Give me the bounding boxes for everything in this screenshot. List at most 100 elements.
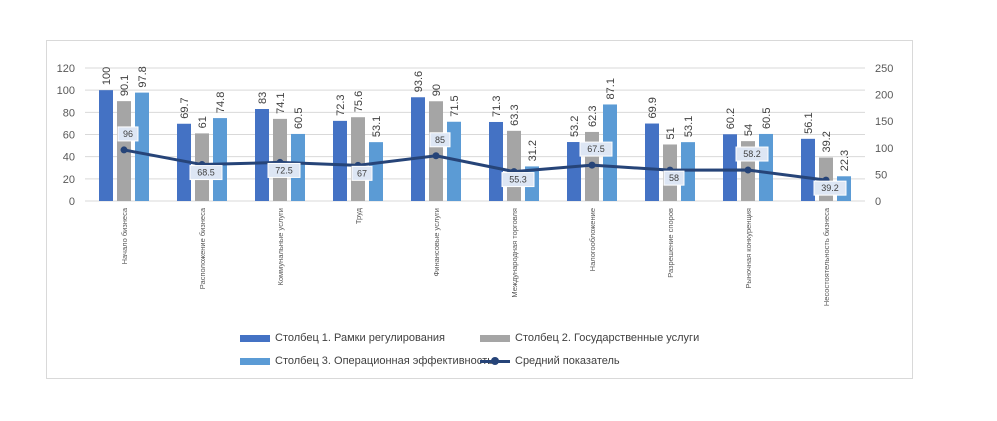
line-data-label: 58 [669, 173, 679, 183]
right-axis-tick-label: 200 [875, 90, 893, 102]
line-point [744, 166, 752, 174]
bar-3 [135, 92, 149, 201]
legend-label: Столбец 1. Рамки регулирования [275, 332, 446, 344]
line-data-label-box [663, 170, 685, 186]
bar-data-label: 61 [197, 116, 209, 128]
bar-data-label: 54 [743, 124, 755, 136]
bar-data-label: 74.1 [275, 92, 287, 113]
bar-1 [99, 90, 113, 201]
bar-data-label: 90 [431, 84, 443, 96]
bar-data-label: 22.3 [839, 150, 851, 171]
line-data-label: 96 [123, 129, 133, 139]
bar-data-label: 53.1 [371, 116, 383, 137]
bar-data-label: 60.5 [293, 108, 305, 129]
line-point [588, 161, 596, 169]
legend-item-series-1: Столбец 1. Рамки регулирования [240, 332, 445, 344]
left-axis-tick-label: 60 [63, 130, 75, 142]
legend-label: Столбец 2. Государственные услуги [515, 332, 700, 344]
category-label: Международная торговля [510, 208, 519, 298]
bar-data-label: 83 [257, 92, 269, 104]
category-label: Коммунальные услуги [276, 208, 285, 286]
bar-1 [567, 142, 581, 201]
legend-item-series-3: Столбец 3. Операционная эффективность [240, 355, 493, 367]
category-label: Налогообложение [588, 208, 597, 271]
line-data-label: 39.2 [821, 183, 839, 193]
line-point [120, 146, 128, 154]
bar-data-label: 69.9 [647, 97, 659, 118]
left-axis-tick-label: 80 [63, 107, 75, 119]
bar-1 [255, 109, 269, 201]
line-data-label: 67 [357, 168, 367, 178]
line-data-label-box [813, 180, 847, 196]
left-axis-tick-label: 120 [57, 63, 75, 75]
legend-swatch [240, 357, 270, 365]
bar-1 [801, 138, 815, 201]
left-axis-tick-label: 20 [63, 174, 75, 186]
line-data-label: 58.2 [743, 149, 761, 159]
legend-line-marker [480, 356, 510, 365]
line-data-label-box [267, 162, 301, 178]
bar-data-label: 62.3 [587, 106, 599, 127]
bar-3 [369, 142, 383, 201]
bar-data-label: 56.1 [803, 112, 815, 133]
bar-2 [507, 130, 521, 201]
bar-data-label: 60.2 [725, 108, 737, 129]
legend-swatch [480, 334, 510, 342]
bar-data-label: 71.3 [491, 96, 503, 117]
legend-swatch [240, 334, 270, 342]
bar-data-label: 69.7 [179, 97, 191, 118]
line-point [432, 152, 440, 160]
line-data-label-box [429, 132, 451, 148]
bar-data-label: 71.5 [449, 95, 461, 116]
line-data-label: 55.3 [509, 175, 527, 185]
bar-data-label: 60.5 [761, 108, 773, 129]
bar-data-label: 39.2 [821, 131, 833, 152]
category-label: Финансовые услуги [432, 208, 441, 276]
right-axis-tick-label: 100 [875, 143, 893, 155]
bar-1 [411, 97, 425, 201]
bar-2 [429, 101, 443, 201]
bar-data-label: 53.1 [683, 116, 695, 137]
bar-2 [351, 117, 365, 201]
line-data-label-box [735, 146, 769, 162]
bar-data-label: 63.3 [509, 104, 521, 125]
line-data-label-box [501, 172, 535, 188]
bar-data-label: 75.6 [353, 91, 365, 112]
bar-data-label: 100 [101, 67, 113, 85]
bar-1 [489, 121, 503, 201]
bar-data-label: 53.2 [569, 116, 581, 137]
line-data-label: 72.5 [275, 165, 293, 175]
bar-1 [723, 134, 737, 201]
bar-data-label: 51 [665, 127, 677, 139]
category-label: Расположение бизнеса [198, 207, 207, 289]
bar-3 [759, 133, 773, 201]
bar-data-label: 31.2 [527, 140, 539, 161]
line-data-label-box [117, 126, 139, 142]
line-data-label-box [579, 141, 613, 157]
legend-label: Столбец 3. Операционная эффективность [275, 355, 493, 367]
bar-1 [333, 120, 347, 201]
line-data-label-box [189, 165, 223, 181]
left-axis-tick-label: 100 [57, 85, 75, 97]
legend-label: Средний показатель [515, 355, 620, 367]
category-label: Разрешение споров [666, 208, 675, 278]
category-label: Рыночная конкуренция [744, 208, 753, 289]
bar-data-label: 97.8 [137, 66, 149, 87]
line-data-label: 67.5 [587, 144, 605, 154]
bar-data-label: 90.1 [119, 75, 131, 96]
bar-3 [213, 118, 227, 201]
legend-item-series-2: Столбец 2. Государственные услуги [480, 332, 699, 344]
line-data-label: 68.5 [197, 168, 215, 178]
left-axis-tick-label: 0 [69, 196, 75, 208]
category-label: Начало бизнеса [120, 207, 129, 264]
bar-1 [645, 123, 659, 201]
line-data-label-box [351, 165, 373, 181]
right-axis-tick-label: 150 [875, 116, 893, 128]
category-label: Несостоятельность бизнеса [822, 207, 831, 306]
left-axis-tick-label: 40 [63, 152, 75, 164]
line-data-label: 85 [435, 135, 445, 145]
chart-frame [46, 40, 913, 379]
average-line [123, 148, 827, 182]
